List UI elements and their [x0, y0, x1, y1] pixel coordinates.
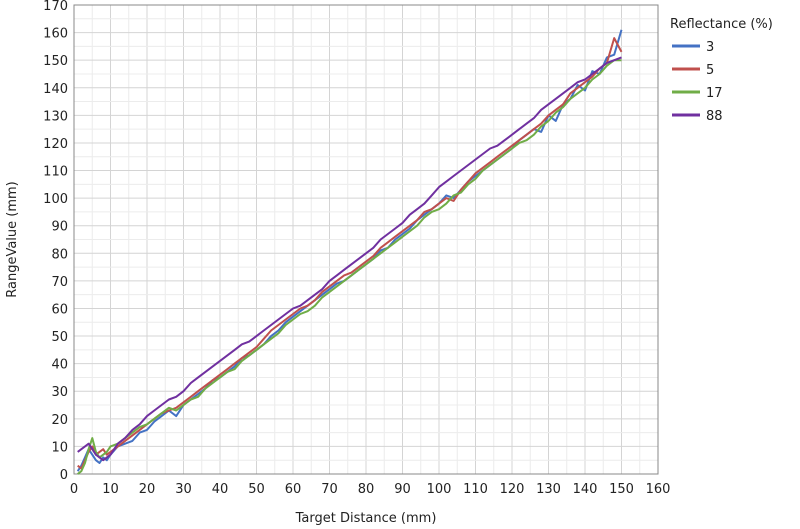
y-tick-label: 140	[43, 82, 68, 97]
x-tick-label: 110	[463, 482, 488, 497]
legend-label-88: 88	[706, 109, 723, 124]
x-tick-label: 100	[427, 482, 452, 497]
legend: Reflectance (%) 3 5 17 88	[670, 17, 773, 124]
y-tick-label: 80	[51, 247, 68, 262]
series-line-5	[77, 37, 623, 470]
x-tick-label: 160	[646, 482, 671, 497]
x-tick-label: 30	[175, 482, 192, 497]
x-tick-label: 70	[321, 482, 338, 497]
y-tick-label: 50	[51, 330, 68, 345]
x-tick-label: 80	[358, 482, 375, 497]
y-tick-label: 90	[51, 220, 68, 235]
x-axis-ticks: 0 10 20 30 40 50 60 70 80 90 100 110 120 130 140 150 160	[70, 482, 671, 497]
x-tick-label: 60	[285, 482, 302, 497]
y-tick-label: 110	[43, 165, 68, 180]
y-tick-label: 120	[43, 137, 68, 152]
x-tick-label: 0	[70, 482, 78, 497]
x-tick-label: 50	[248, 482, 265, 497]
y-tick-label: 170	[43, 0, 68, 14]
legend-items: 3 5 17 88	[672, 40, 723, 124]
x-axis-label: Target Distance (mm)	[295, 511, 437, 526]
y-tick-label: 100	[43, 192, 68, 207]
series-lines	[76, 29, 623, 475]
x-tick-label: 150	[609, 482, 634, 497]
x-tick-label: 20	[139, 482, 156, 497]
y-tick-label: 130	[43, 109, 68, 124]
y-axis-ticks: 0 10 20 30 40 50 60 70 80 90 100 110 120 130 140 150 160…	[43, 0, 68, 483]
y-tick-label: 40	[51, 358, 68, 373]
legend-label-17: 17	[706, 86, 723, 101]
x-tick-label: 40	[212, 482, 229, 497]
y-tick-label: 150	[43, 54, 68, 69]
y-tick-label: 30	[51, 385, 68, 400]
x-tick-label: 140	[573, 482, 598, 497]
series-line-17	[77, 59, 622, 475]
x-tick-label: 120	[500, 482, 525, 497]
legend-label-3: 3	[706, 40, 714, 55]
x-tick-label: 10	[102, 482, 119, 497]
x-tick-label: 90	[394, 482, 411, 497]
grid-lines	[73, 4, 659, 475]
y-tick-label: 60	[51, 302, 68, 317]
legend-label-5: 5	[706, 63, 714, 78]
y-tick-label: 10	[51, 440, 68, 455]
y-tick-label: 20	[51, 413, 68, 428]
y-tick-label: 160	[43, 27, 68, 42]
plot-area-frame	[73, 4, 659, 475]
legend-title: Reflectance (%)	[670, 17, 773, 32]
series-line-88	[77, 56, 622, 462]
y-tick-label: 0	[60, 468, 68, 483]
y-tick-label: 70	[51, 275, 68, 290]
x-tick-label: 130	[536, 482, 561, 497]
y-axis-label: RangeValue (mm)	[5, 181, 20, 298]
